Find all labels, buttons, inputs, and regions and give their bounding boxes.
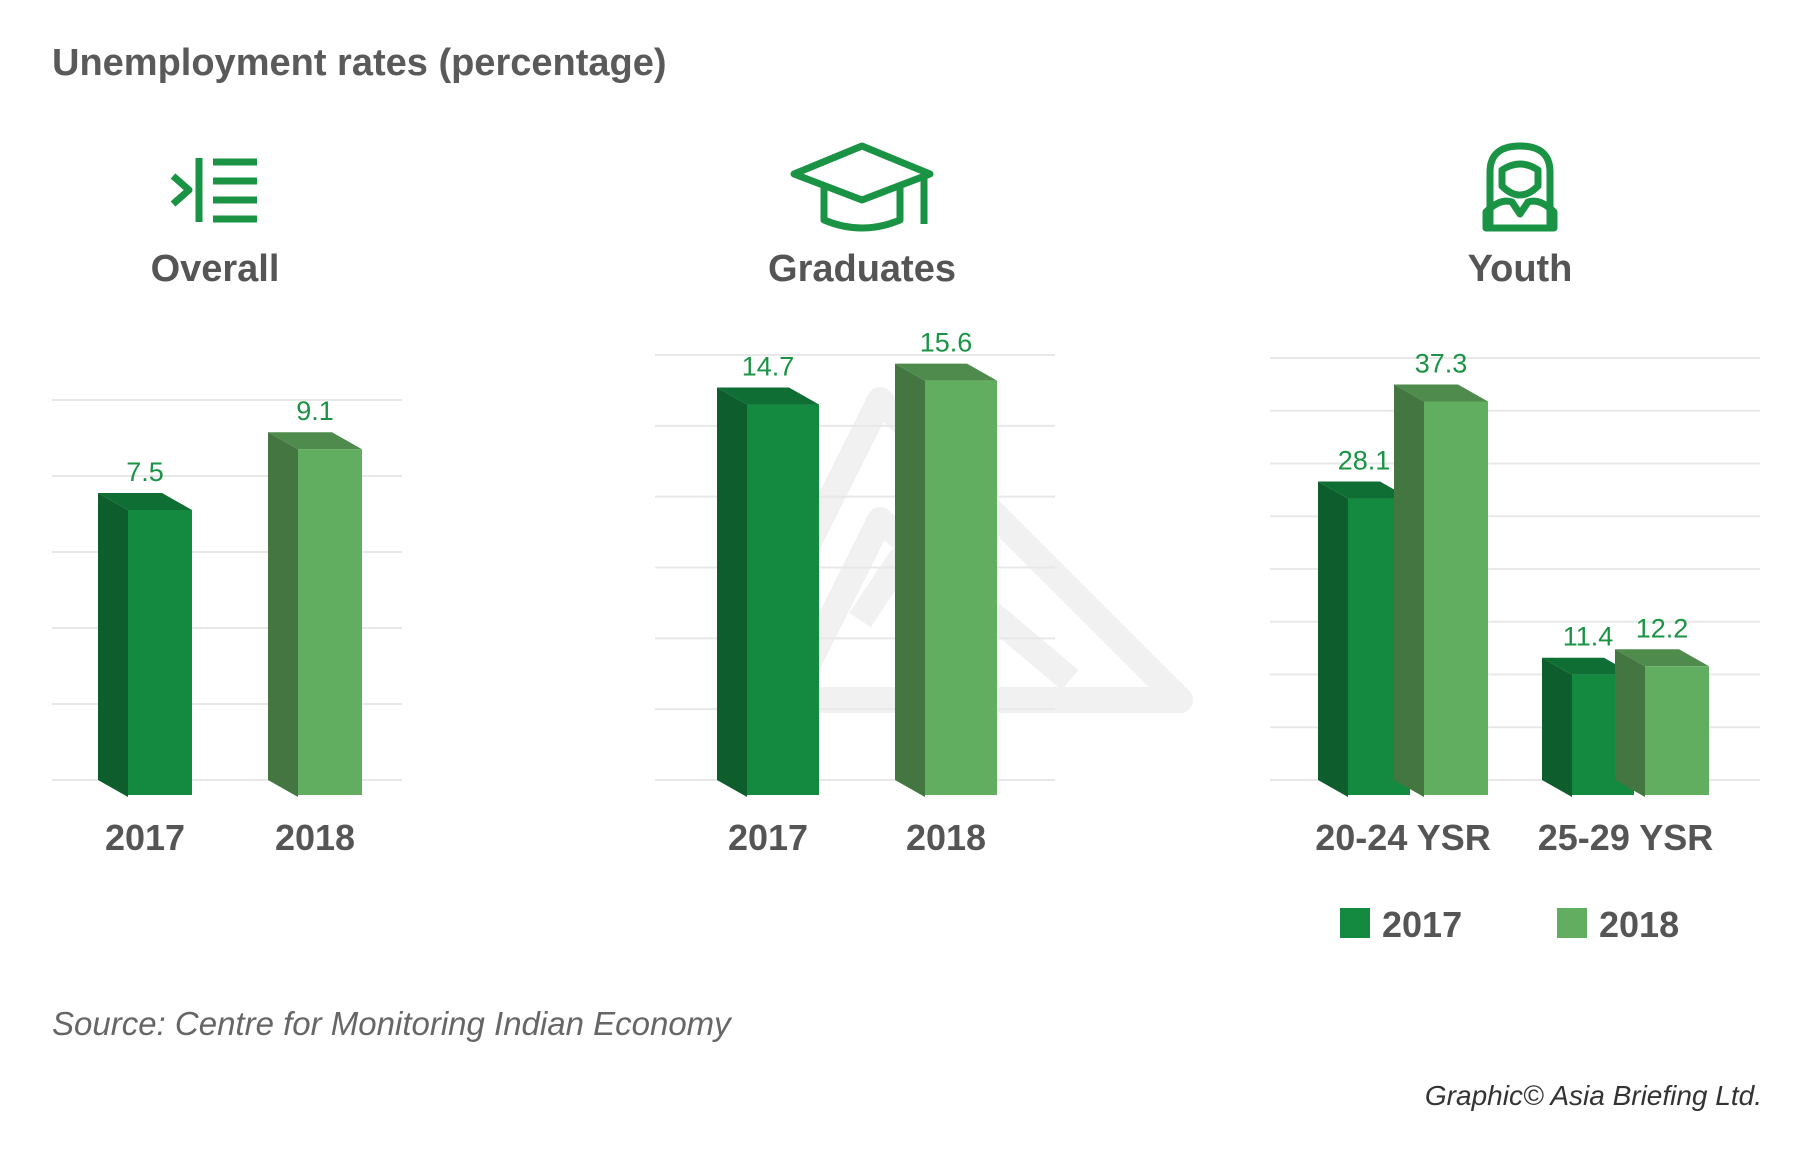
legend-label: 2017 — [1382, 904, 1462, 945]
bar-20-24 YSR-2018 — [1394, 384, 1488, 797]
tick-label: 2017 — [728, 817, 808, 858]
legend: 2017 2018 — [1340, 904, 1679, 945]
bar-2017 — [98, 493, 192, 797]
chart-overall: Overall 7.5 2017 9.1 2018 — [52, 248, 402, 858]
source-note: Source: Centre for Monitoring Indian Eco… — [52, 1005, 731, 1042]
data-label: 11.4 — [1563, 622, 1614, 652]
indent-list-icon — [170, 158, 257, 223]
legend-swatch — [1340, 908, 1370, 938]
legend-swatch — [1557, 908, 1587, 938]
tick-label: 20-24 YSR — [1315, 817, 1490, 858]
data-label: 7.5 — [126, 457, 164, 487]
graphic-credit: Graphic© Asia Briefing Ltd. — [1424, 1080, 1762, 1111]
data-label: 15.6 — [920, 328, 973, 358]
data-label: 14.7 — [742, 352, 795, 382]
person-icon — [1482, 142, 1558, 232]
chart-title: Youth — [1468, 248, 1573, 290]
bar-25-29 YSR-2018 — [1615, 649, 1709, 797]
tick-label: 2017 — [105, 817, 185, 858]
data-label: 9.1 — [296, 396, 334, 426]
data-label: 28.1 — [1338, 446, 1391, 476]
page-title: Unemployment rates (percentage) — [52, 42, 667, 84]
chart-graduates: Graduates 14.7 2017 15.6 2018 — [655, 248, 1055, 858]
chart-title: Graduates — [768, 248, 956, 290]
bar-2017 — [717, 387, 819, 797]
bar-2018 — [268, 432, 362, 797]
tick-label: 2018 — [906, 817, 986, 858]
tick-label: 25-29 YSR — [1538, 817, 1713, 858]
tick-label: 2018 — [275, 817, 355, 858]
graduation-cap-icon — [790, 142, 934, 232]
data-label: 37.3 — [1415, 348, 1468, 378]
legend-label: 2018 — [1599, 904, 1679, 945]
chart-title: Overall — [151, 248, 280, 290]
chart-youth: Youth 28.1 37.3 20-24 YSR 11.4 12.2 25-29 YSR — [1270, 248, 1760, 858]
bar-2018 — [895, 363, 997, 797]
data-label: 12.2 — [1636, 613, 1689, 643]
